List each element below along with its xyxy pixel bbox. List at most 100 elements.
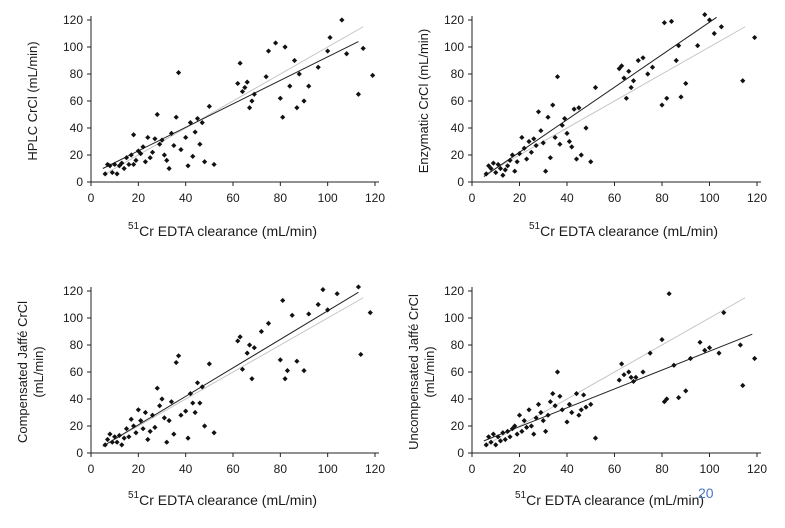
data-point xyxy=(102,442,108,448)
data-point xyxy=(668,18,675,24)
data-point xyxy=(107,163,113,169)
data-point xyxy=(552,403,558,409)
data-point xyxy=(490,431,496,437)
x-tick-label: 0 xyxy=(469,462,476,476)
data-point xyxy=(187,391,193,397)
data-point xyxy=(315,64,321,70)
data-point xyxy=(661,399,667,405)
data-point xyxy=(133,157,139,163)
y-axis-label: HPLC CrCl (mL/min) xyxy=(25,41,40,160)
data-point xyxy=(559,407,565,413)
data-point xyxy=(505,163,511,169)
data-point xyxy=(521,145,527,151)
data-point xyxy=(202,423,208,429)
data-point xyxy=(666,291,672,297)
data-point xyxy=(164,157,170,163)
data-point xyxy=(263,74,269,80)
x-tick-label: 20 xyxy=(132,462,146,476)
data-point xyxy=(206,103,212,109)
data-point xyxy=(592,84,599,91)
data-point xyxy=(166,418,172,424)
data-point xyxy=(190,153,196,159)
y-tick-label: 20 xyxy=(451,148,465,162)
data-point xyxy=(507,157,513,163)
data-point xyxy=(280,297,286,304)
data-point xyxy=(493,169,499,176)
data-point xyxy=(576,105,582,111)
y-tick-label: 100 xyxy=(63,40,83,54)
data-point xyxy=(102,171,108,177)
data-point xyxy=(358,351,364,358)
data-point xyxy=(140,144,146,150)
data-point xyxy=(547,399,553,405)
data-point xyxy=(145,134,151,141)
data-point xyxy=(104,161,111,168)
data-point xyxy=(569,409,575,416)
data-point xyxy=(109,169,115,176)
x-tick-label: 20 xyxy=(132,191,146,205)
data-point xyxy=(706,17,713,23)
data-point xyxy=(578,407,584,413)
data-point xyxy=(168,399,175,405)
x-tick-label: 120 xyxy=(365,462,385,476)
data-point xyxy=(159,396,165,402)
data-point xyxy=(114,439,120,445)
data-point xyxy=(583,404,589,410)
data-point xyxy=(282,376,288,382)
x-tick-label: 120 xyxy=(365,191,385,205)
data-point xyxy=(623,95,629,101)
data-point xyxy=(334,291,340,297)
data-point xyxy=(509,152,515,158)
data-point xyxy=(524,424,530,430)
y-tick-label: 100 xyxy=(63,311,83,325)
data-point xyxy=(550,102,556,108)
y-tick-label: 0 xyxy=(457,446,464,460)
x-tick-label: 80 xyxy=(274,191,288,205)
data-point xyxy=(147,428,153,434)
data-point xyxy=(192,129,198,135)
data-point xyxy=(531,136,537,142)
y-tick-label: 40 xyxy=(70,392,84,406)
data-point xyxy=(535,109,542,115)
data-point xyxy=(265,320,272,326)
regression-line xyxy=(102,41,359,169)
data-point xyxy=(486,434,492,440)
data-point xyxy=(142,409,149,416)
data-point xyxy=(697,339,703,345)
data-point xyxy=(493,442,499,448)
y-tick-label: 0 xyxy=(76,175,83,189)
data-point xyxy=(678,94,684,100)
data-point xyxy=(554,369,561,375)
data-point xyxy=(545,412,551,418)
data-point xyxy=(740,382,746,389)
y-tick-label: 120 xyxy=(444,284,464,298)
data-point xyxy=(355,91,362,97)
x-axis-label-superscript: 51 xyxy=(529,221,541,232)
regression-line xyxy=(483,333,753,442)
data-point xyxy=(564,419,570,425)
data-point xyxy=(140,426,146,432)
x-axis-label-superscript: 51 xyxy=(515,490,527,501)
data-point xyxy=(128,416,134,422)
data-point xyxy=(145,436,151,443)
data-point xyxy=(552,134,558,141)
data-point xyxy=(533,142,539,149)
data-point xyxy=(168,130,175,136)
x-tick-label: 60 xyxy=(608,462,622,476)
data-point xyxy=(185,435,191,441)
x-tick-label: 60 xyxy=(226,191,240,205)
data-point xyxy=(157,141,163,147)
data-point xyxy=(315,301,321,308)
data-point xyxy=(192,409,198,416)
data-point xyxy=(535,401,542,407)
y-axis-label: Enzymatic CrCl (mL/min) xyxy=(416,29,431,173)
identity-line xyxy=(483,297,746,447)
data-point xyxy=(514,431,520,437)
data-point xyxy=(676,43,682,49)
data-point xyxy=(237,60,243,66)
data-point xyxy=(178,412,184,418)
data-point xyxy=(370,72,376,78)
data-point xyxy=(581,392,587,398)
data-point xyxy=(507,434,513,440)
